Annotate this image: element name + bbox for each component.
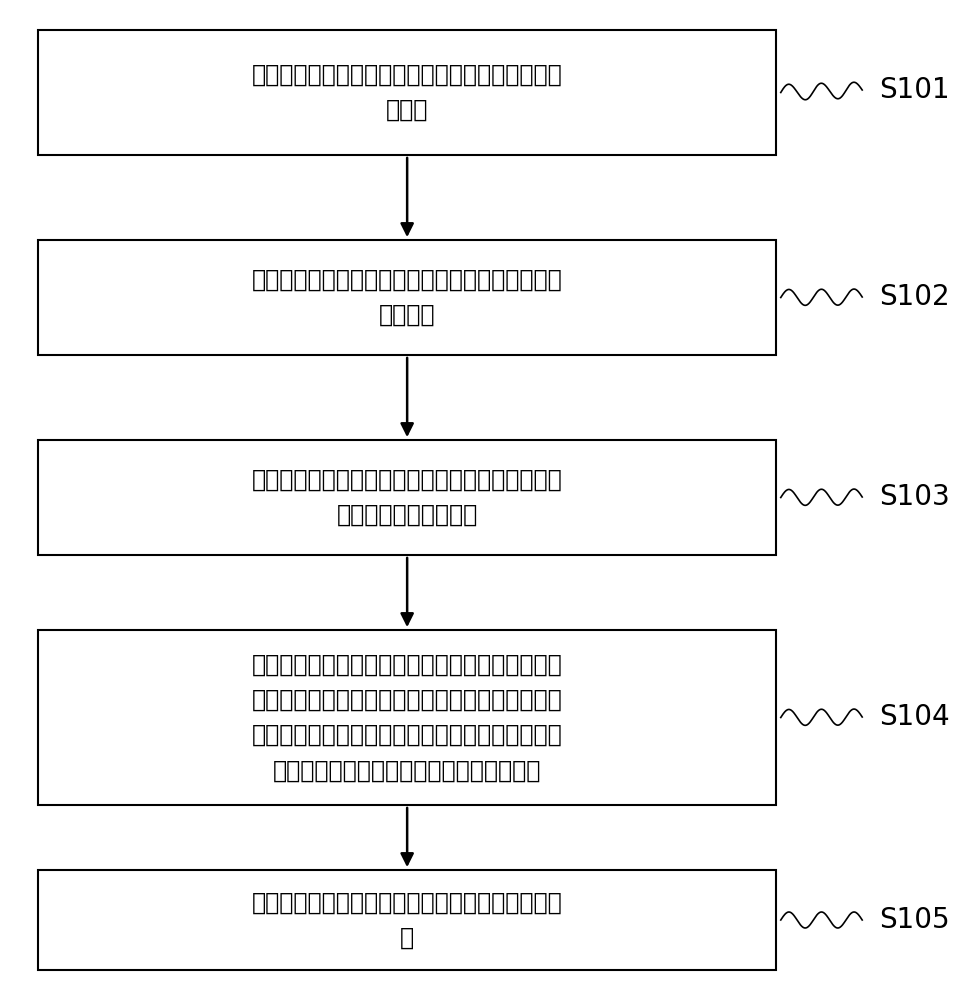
Bar (38, 630, 776, 805)
Text: 在当前执行活动节点没有反馈数据时，根据当前执
行的活动节点区域内活动节点的执行状态及末尾逻
辑节点的内容信息，以及当前执行的活动节点区域
的位置标识信息，确定下: 在当前执行活动节点没有反馈数据时，根据当前执 行的活动节点区域内活动节点的执行状… (252, 652, 562, 783)
Text: 根据目标业务流程中当前执行节点的位置，确定当
前执行的活动节点区域: 根据目标业务流程中当前执行节点的位置，确定当 前执行的活动节点区域 (252, 468, 562, 527)
Text: S101: S101 (879, 76, 950, 104)
Text: 根据逻辑节点的位置，将活动节点划分为多个活动
节点区域: 根据逻辑节点的位置，将活动节点划分为多个活动 节点区域 (252, 268, 562, 327)
Bar (38, 870, 776, 970)
Text: S105: S105 (879, 906, 950, 934)
Bar (38, 30, 776, 155)
Text: S103: S103 (879, 483, 950, 511)
Text: 获取目标业务流程中活动节点和逻辑节点分别对应
的位置: 获取目标业务流程中活动节点和逻辑节点分别对应 的位置 (252, 63, 562, 122)
Text: S102: S102 (879, 283, 950, 311)
Bar (38, 440, 776, 555)
Text: 将下一个活动节点区域内的活动节点设置为执行状
态: 将下一个活动节点区域内的活动节点设置为执行状 态 (252, 890, 562, 950)
Text: S104: S104 (879, 703, 950, 731)
Bar (38, 240, 776, 355)
